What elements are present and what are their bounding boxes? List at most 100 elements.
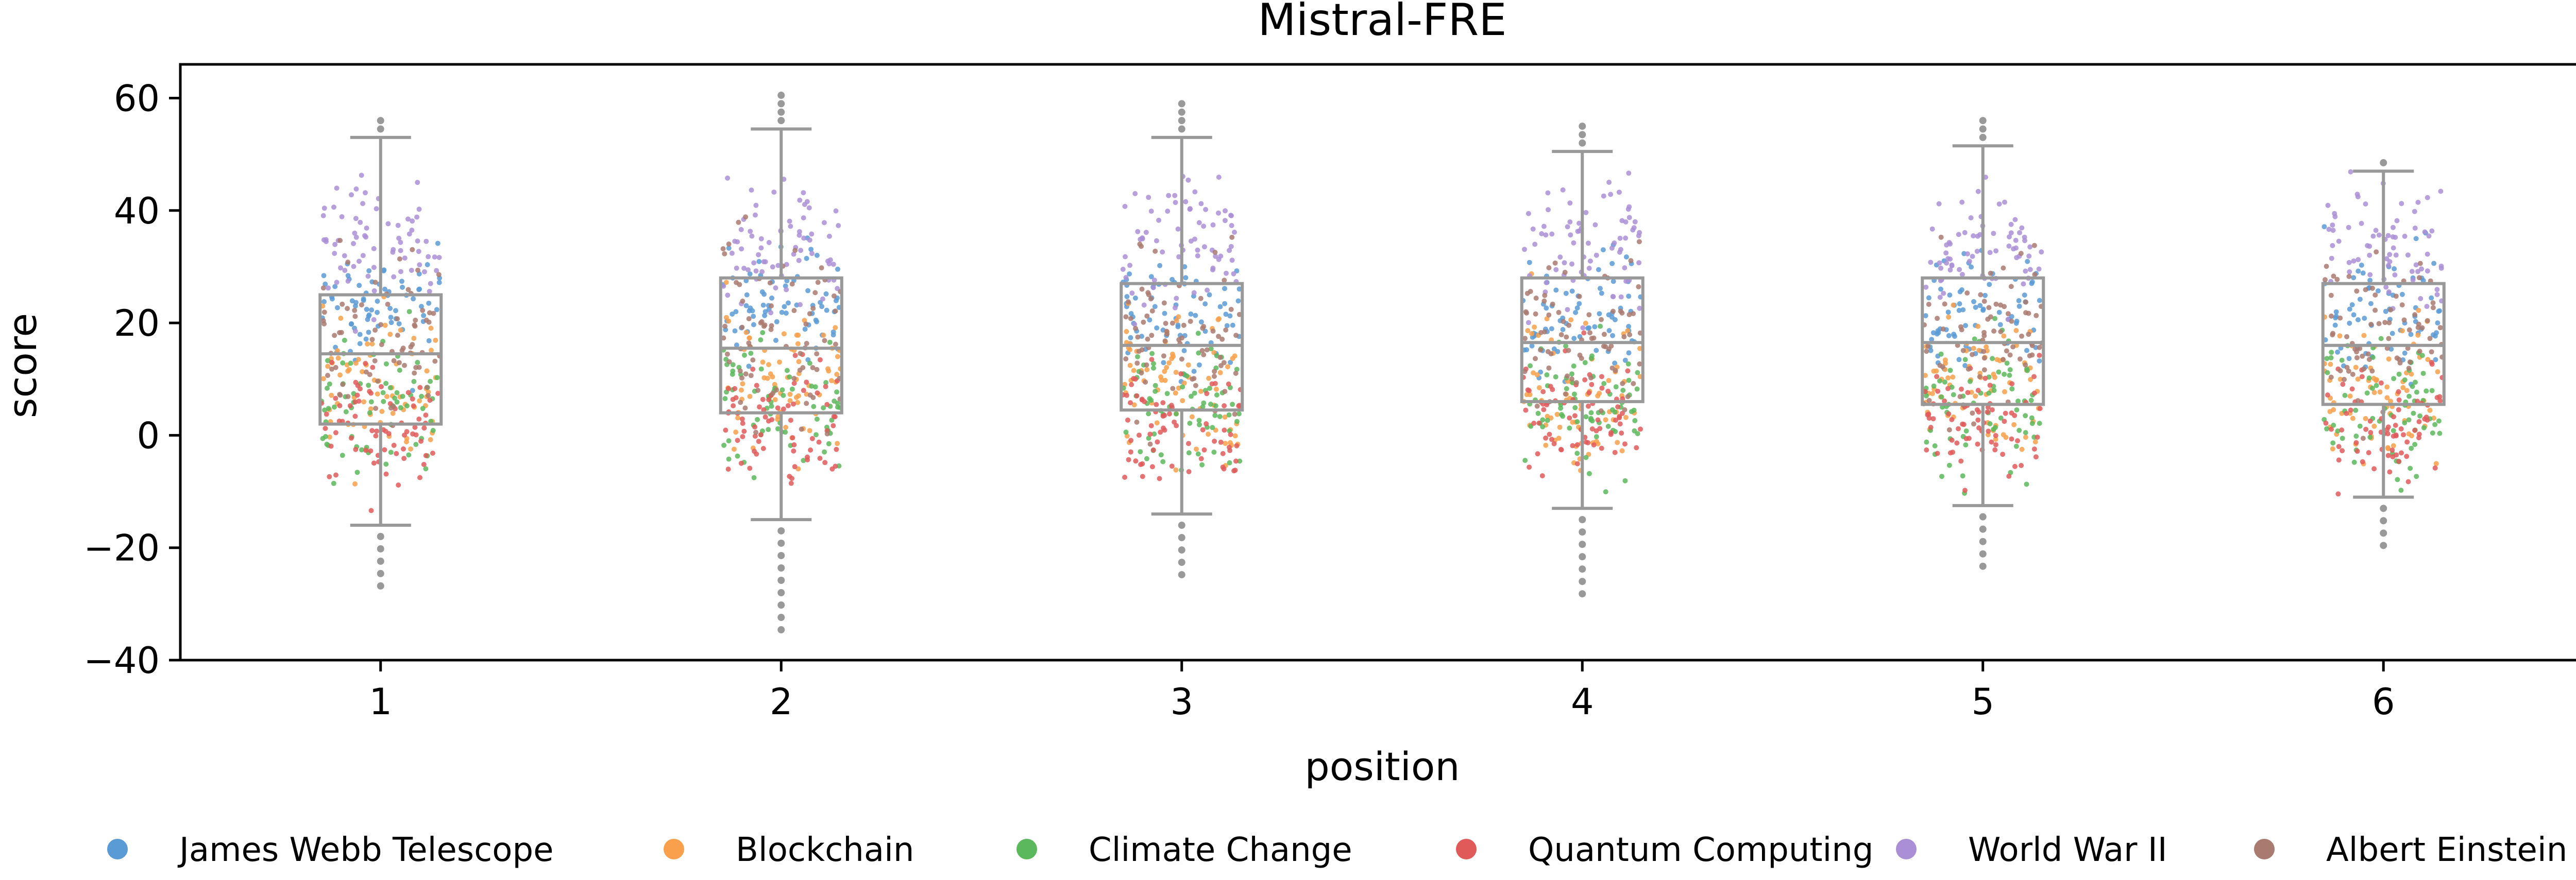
data-point: [1612, 240, 1617, 246]
data-point: [2385, 263, 2391, 268]
data-point: [391, 358, 397, 364]
data-point: [1943, 250, 1949, 256]
data-point: [1566, 348, 1571, 353]
data-point: [832, 293, 837, 299]
data-point: [2340, 448, 2345, 454]
data-point: [363, 369, 369, 375]
data-point: [805, 457, 810, 462]
data-point: [721, 335, 726, 341]
data-point: [1549, 326, 1554, 332]
data-point: [334, 280, 340, 285]
data-point: [809, 384, 815, 389]
data-point: [807, 311, 812, 317]
data-point: [348, 321, 354, 327]
outlier: [777, 527, 785, 534]
data-point: [772, 397, 778, 403]
data-point: [373, 433, 379, 439]
data-point: [1205, 287, 1210, 293]
data-point: [1204, 421, 1209, 426]
data-point: [1546, 207, 1551, 213]
data-point: [804, 341, 809, 346]
data-point: [1580, 325, 1586, 331]
data-point: [1162, 369, 1167, 374]
data-point: [798, 302, 803, 307]
data-point: [761, 323, 767, 329]
data-point: [790, 435, 795, 441]
data-point: [2416, 275, 2422, 281]
data-point: [334, 185, 340, 191]
data-point: [1550, 387, 1555, 392]
data-point: [1972, 336, 1977, 342]
data-point: [1192, 390, 1197, 396]
data-point: [2430, 305, 2436, 310]
data-point: [750, 357, 756, 363]
data-point: [758, 432, 764, 438]
data-point: [2360, 459, 2365, 464]
data-point: [775, 414, 781, 419]
data-point: [1975, 188, 1981, 194]
data-point: [1564, 334, 1569, 340]
data-point: [1985, 409, 1990, 415]
data-point: [1934, 374, 1940, 379]
data-point: [2016, 303, 2022, 309]
data-point: [2344, 365, 2350, 370]
data-point: [1131, 376, 1137, 382]
data-point: [2019, 225, 2025, 231]
data-point: [1217, 304, 1223, 309]
data-point: [1637, 230, 1642, 235]
data-point: [1529, 343, 1535, 349]
boxes: [318, 92, 2446, 634]
data-point: [402, 433, 407, 438]
data-point: [1194, 446, 1199, 452]
data-point: [781, 331, 787, 337]
data-point: [1625, 328, 1631, 334]
data-point: [1128, 400, 1133, 406]
data-point: [1172, 305, 1178, 310]
data-point: [2436, 418, 2442, 424]
data-point: [2007, 352, 2013, 358]
data-point: [2323, 277, 2328, 283]
data-point: [1562, 260, 1567, 266]
data-point: [415, 359, 420, 365]
data-point: [1583, 414, 1589, 420]
data-point: [806, 205, 812, 211]
data-point: [327, 434, 332, 440]
data-point: [1996, 201, 2002, 207]
data-point: [2023, 413, 2028, 419]
data-point: [1962, 230, 1968, 235]
data-point: [1139, 397, 1145, 403]
data-point: [1571, 391, 1577, 397]
data-point: [1947, 450, 1953, 456]
data-point: [335, 305, 340, 310]
data-point: [1164, 365, 1170, 370]
data-point: [1222, 278, 1227, 283]
data-point: [762, 414, 768, 420]
data-point: [1574, 442, 1580, 447]
data-point: [1123, 314, 1129, 320]
data-point: [1204, 391, 1210, 396]
data-point: [2391, 428, 2396, 434]
data-point: [1535, 451, 1540, 457]
data-point: [2006, 243, 2012, 249]
data-point: [729, 250, 735, 256]
data-point: [2029, 343, 2035, 349]
data-point: [1216, 316, 1222, 321]
data-point: [430, 451, 435, 456]
data-point: [1128, 449, 1133, 455]
data-point: [1975, 233, 1980, 239]
data-point: [1971, 233, 1976, 238]
data-point: [1928, 260, 1934, 265]
data-point: [1986, 428, 1991, 434]
data-point: [2434, 292, 2440, 298]
data-point: [1233, 371, 1239, 376]
data-point: [1609, 315, 1615, 320]
data-point: [2406, 366, 2412, 371]
data-point: [2437, 394, 2443, 400]
data-point: [411, 336, 417, 341]
data-point: [400, 284, 405, 290]
data-point: [1621, 334, 1627, 340]
data-point: [2413, 236, 2419, 241]
outlier: [1579, 516, 1586, 524]
data-point: [2391, 434, 2396, 439]
data-point: [1626, 324, 1632, 329]
